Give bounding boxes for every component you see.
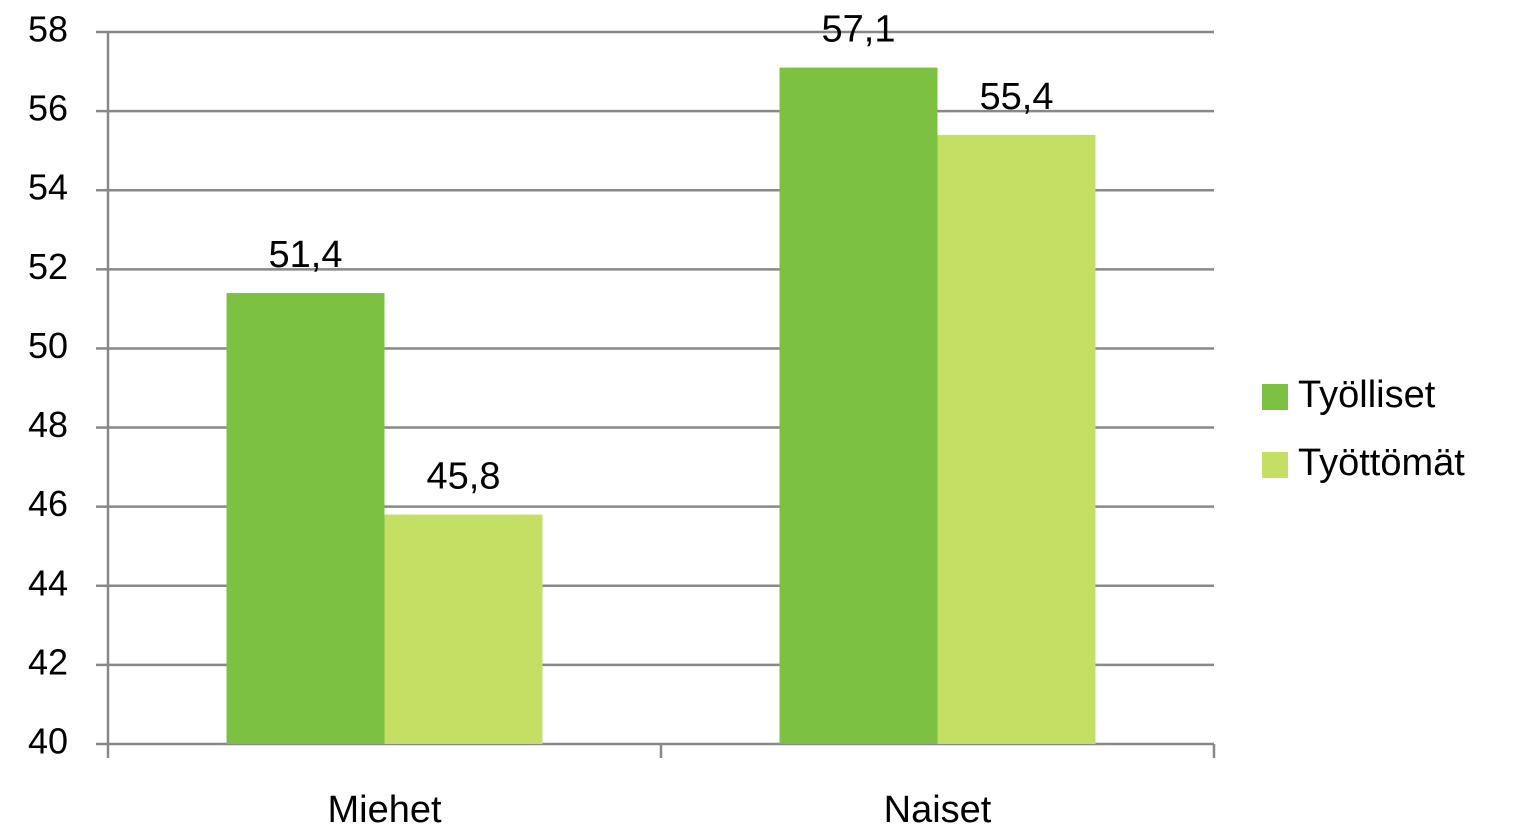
data-label: 55,4 — [980, 76, 1054, 118]
bar — [779, 67, 938, 745]
x-tick-label: Naiset — [884, 789, 992, 831]
data-label: 57,1 — [822, 9, 896, 51]
y-tick-label: 40 — [28, 721, 68, 762]
y-tick-label: 44 — [28, 562, 68, 603]
y-tick-label: 50 — [28, 325, 68, 366]
bar — [226, 293, 385, 744]
y-tick-label: 48 — [28, 404, 68, 445]
bar — [384, 514, 543, 744]
legend-swatch — [1262, 452, 1288, 478]
y-tick-label: 52 — [28, 246, 68, 287]
x-tick-label: Miehet — [327, 789, 441, 831]
bar — [937, 134, 1096, 744]
y-tick-label: 42 — [28, 641, 68, 682]
legend-label: Työttömät — [1298, 442, 1465, 484]
y-tick-label: 54 — [28, 167, 68, 208]
legend-swatch — [1262, 384, 1288, 410]
data-label: 45,8 — [427, 456, 501, 498]
legend-label: Työlliset — [1298, 374, 1436, 416]
data-label: 51,4 — [269, 234, 343, 276]
y-tick-label: 46 — [28, 483, 68, 524]
y-tick-label: 56 — [28, 88, 68, 129]
y-tick-label: 58 — [28, 9, 68, 50]
